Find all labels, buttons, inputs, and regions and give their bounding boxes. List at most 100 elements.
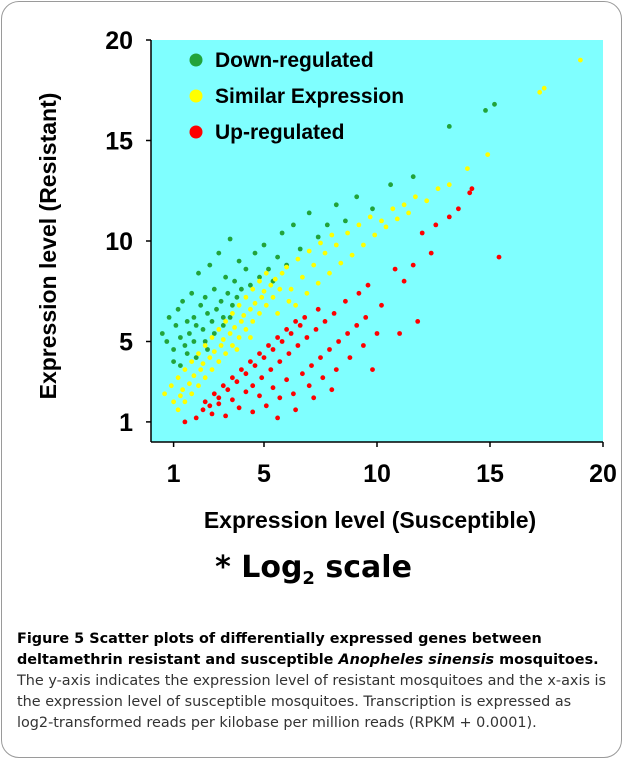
point-0-7 <box>180 298 186 304</box>
point-0-51 <box>354 194 360 200</box>
point-1-64 <box>345 230 350 236</box>
point-2-76 <box>467 190 473 196</box>
point-0-52 <box>370 206 375 212</box>
point-1-51 <box>207 355 213 360</box>
plot-area <box>151 40 603 442</box>
point-1-80 <box>304 290 310 296</box>
point-0-12 <box>191 315 197 320</box>
point-2-48 <box>300 371 305 377</box>
point-1-61 <box>311 262 317 268</box>
point-1-18 <box>189 391 195 397</box>
point-0-64 <box>171 359 177 364</box>
point-0-38 <box>261 242 267 248</box>
point-1-56 <box>259 294 265 300</box>
point-0-65 <box>191 339 197 344</box>
point-2-15 <box>291 391 296 397</box>
point-2-38 <box>250 383 256 389</box>
point-0-26 <box>223 274 229 280</box>
point-1-90 <box>275 311 280 316</box>
point-1-83 <box>338 260 344 266</box>
point-0-3 <box>171 347 177 352</box>
point-2-36 <box>288 331 294 336</box>
point-0-30 <box>232 278 238 284</box>
point-2-32 <box>252 363 258 368</box>
point-1-68 <box>390 206 396 212</box>
point-1-79 <box>293 302 298 308</box>
point-1-9 <box>223 319 229 324</box>
point-0-44 <box>291 222 296 228</box>
point-0-13 <box>193 323 199 328</box>
point-2-49 <box>309 363 314 368</box>
caption-title-end: mosquitoes. <box>494 652 599 668</box>
point-2-18 <box>220 383 226 389</box>
point-2-44 <box>304 335 310 340</box>
point-2-61 <box>374 331 380 336</box>
point-2-80 <box>293 407 298 413</box>
point-1-5 <box>196 351 201 356</box>
point-0-53 <box>388 182 393 188</box>
point-2-4 <box>216 401 222 407</box>
point-1-53 <box>227 331 233 336</box>
point-1-45 <box>306 248 312 254</box>
point-0-9 <box>184 319 190 324</box>
point-2-64 <box>365 282 371 288</box>
point-0-41 <box>275 254 280 260</box>
point-2-43 <box>295 343 301 348</box>
legend-label-2: Up-regulated <box>215 121 345 144</box>
point-2-11 <box>263 403 269 409</box>
point-0-10 <box>187 331 192 336</box>
point-1-28 <box>257 311 262 316</box>
point-2-27 <box>207 403 213 409</box>
point-2-13 <box>277 395 283 401</box>
point-0-62 <box>211 331 217 336</box>
point-2-20 <box>239 367 244 372</box>
point-1-54 <box>239 319 244 324</box>
point-0-27 <box>225 290 231 296</box>
caption-title-start: Scatter plots of differentially expresse… <box>17 631 542 668</box>
point-2-81 <box>311 395 317 401</box>
point-2-79 <box>275 415 280 421</box>
point-0-57 <box>492 101 497 107</box>
point-2-75 <box>456 206 461 212</box>
point-1-38 <box>232 325 238 330</box>
point-2-2 <box>200 407 206 413</box>
point-2-34 <box>270 347 276 352</box>
caption-label: Figure 5 <box>17 631 85 647</box>
point-1-49 <box>187 381 192 387</box>
point-2-22 <box>257 351 262 356</box>
point-0-28 <box>227 236 233 242</box>
point-2-62 <box>343 298 348 304</box>
point-2-53 <box>345 331 350 336</box>
point-1-3 <box>182 367 188 372</box>
scale-note-subscript: 2 <box>302 568 315 589</box>
point-1-92 <box>248 335 253 340</box>
point-2-78 <box>496 254 502 260</box>
point-0-2 <box>166 315 172 320</box>
point-1-11 <box>236 302 242 308</box>
legend-marker-0 <box>189 53 203 67</box>
y-tick-label: 5 <box>119 329 133 357</box>
point-0-4 <box>173 323 179 328</box>
data-points <box>159 57 583 425</box>
point-1-30 <box>270 294 276 300</box>
point-1-26 <box>243 327 249 332</box>
y-tick-label: 10 <box>105 228 133 256</box>
point-1-31 <box>277 286 283 292</box>
point-1-59 <box>288 286 294 292</box>
point-1-1 <box>168 383 174 389</box>
point-2-35 <box>279 339 285 344</box>
point-2-6 <box>230 397 235 403</box>
legend-label-1: Similar Expression <box>215 85 404 108</box>
point-1-74 <box>465 166 470 172</box>
point-1-33 <box>180 387 186 393</box>
point-1-67 <box>379 218 384 224</box>
point-1-65 <box>356 222 362 228</box>
point-0-47 <box>315 234 321 240</box>
point-0-21 <box>211 286 217 292</box>
point-2-45 <box>313 327 319 332</box>
legend: Down-regulated Similar Expression Up-regul… <box>189 49 404 144</box>
point-1-23 <box>223 351 229 356</box>
point-2-85 <box>315 306 321 312</box>
